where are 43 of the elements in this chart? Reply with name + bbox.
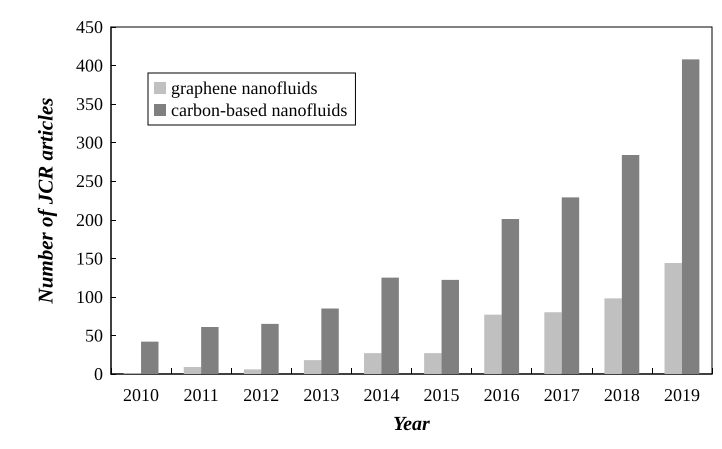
bar	[682, 59, 700, 374]
bar	[544, 312, 562, 374]
bar	[424, 353, 442, 374]
bar	[381, 278, 399, 374]
y-tick-label: 300	[76, 132, 103, 153]
y-tick-label: 200	[76, 210, 103, 230]
y-tick-label: 350	[76, 94, 103, 114]
y-tick-label: 450	[76, 17, 103, 37]
bar	[484, 314, 502, 374]
y-tick-label: 150	[76, 248, 103, 268]
x-tick-label: 2014	[363, 385, 400, 405]
bar	[141, 342, 158, 374]
bar	[184, 367, 202, 374]
bar	[261, 324, 279, 374]
x-tick-label: 2010	[123, 385, 160, 405]
x-tick-label: 2018	[604, 385, 640, 405]
bar	[622, 155, 640, 374]
bar	[304, 360, 322, 374]
x-tick-label: 2011	[183, 385, 219, 405]
y-tick-label: 100	[76, 286, 103, 307]
y-tick-label: 50	[85, 325, 103, 346]
y-axis-title: Number of JCR articles	[34, 98, 58, 304]
x-tick-label: 2017	[544, 385, 580, 405]
legend-label: carbon-based nanofluids	[171, 100, 348, 120]
bar	[364, 353, 382, 374]
x-tick-label: 2012	[243, 385, 280, 405]
y-tick-label: 0	[94, 364, 103, 384]
bar	[244, 369, 262, 374]
x-axis-title: Year	[393, 413, 430, 435]
y-tick-label: 400	[76, 56, 103, 76]
x-tick-label: 2015	[424, 385, 460, 405]
bar	[502, 219, 520, 374]
bar	[201, 326, 219, 374]
legend-label: graphene nanofluids	[171, 78, 318, 98]
bar	[442, 280, 459, 374]
bar	[321, 308, 339, 374]
bar	[562, 197, 580, 374]
x-tick-label: 2016	[484, 385, 520, 405]
x-tick-label: 2019	[664, 385, 700, 405]
x-tick-label: 2013	[303, 385, 340, 405]
y-tick-label: 250	[76, 171, 103, 192]
bar	[604, 298, 622, 374]
bar	[664, 262, 682, 374]
